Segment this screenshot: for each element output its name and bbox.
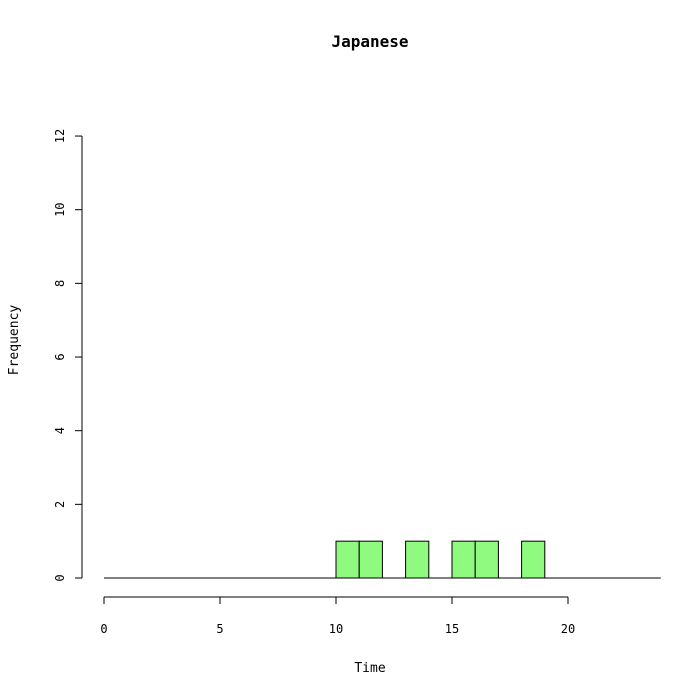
histogram-bar bbox=[451, 540, 476, 579]
histogram-bar bbox=[358, 540, 383, 579]
x-tick-label: 0 bbox=[100, 622, 107, 636]
histogram-bar bbox=[335, 540, 360, 579]
y-tick-label: 4 bbox=[53, 427, 67, 434]
x-axis-label: Time bbox=[354, 661, 385, 676]
bars bbox=[335, 540, 546, 579]
y-tick-label: 8 bbox=[53, 280, 67, 287]
y-tick-label: 12 bbox=[53, 129, 67, 143]
chart-title: Japanese bbox=[331, 32, 408, 51]
x-tick-label: 20 bbox=[561, 622, 575, 636]
x-tick-label: 5 bbox=[216, 622, 223, 636]
histogram-bar bbox=[405, 540, 430, 579]
y-tick-label: 0 bbox=[53, 574, 67, 581]
y-tick-label: 6 bbox=[53, 353, 67, 360]
x-tick-label: 15 bbox=[445, 622, 459, 636]
x-tick-label: 10 bbox=[329, 622, 343, 636]
y-tick-label: 10 bbox=[53, 202, 67, 216]
y-tick-label: 2 bbox=[53, 501, 67, 508]
x-axis: 0 5 10 15 20 bbox=[100, 596, 575, 636]
y-axis: 0 2 4 6 8 10 12 bbox=[53, 129, 83, 582]
histogram-bar bbox=[521, 540, 546, 579]
y-axis-label: Frequency bbox=[7, 305, 22, 376]
histogram-bar bbox=[474, 540, 499, 579]
